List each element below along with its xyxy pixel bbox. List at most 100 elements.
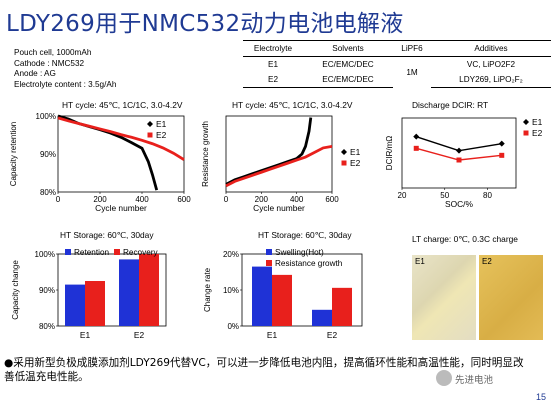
- legend-marker: [341, 149, 347, 155]
- data-point: [498, 140, 505, 147]
- cell-info-line: Electrolyte content : 3.5g/Ah: [14, 79, 117, 89]
- x-tick-label: E1: [267, 330, 278, 340]
- plot-frame: [225, 115, 333, 193]
- table-cell: E2: [243, 72, 303, 88]
- cell-info-line: Anode : AG: [14, 69, 56, 79]
- legend-label: Swelling(Hot): [275, 248, 324, 257]
- table-header: LiPF6: [393, 40, 431, 57]
- series-line-e2: [57, 116, 185, 161]
- x-tick-label: 80: [483, 191, 492, 200]
- x-tick-label: 200: [93, 195, 107, 204]
- legend-label: E2: [156, 130, 167, 140]
- series-line-e1: [57, 114, 159, 191]
- legend-label: Recovery: [123, 248, 158, 257]
- chart-title: HT Storage: 60℃, 30day: [60, 230, 154, 240]
- legend-marker: [523, 119, 529, 125]
- watermark: 先进电池: [455, 375, 494, 386]
- y-tick-label: 100%: [36, 112, 56, 121]
- y-tick-label: 80%: [40, 188, 56, 197]
- lt-charge-title: LT charge: 0℃, 0.3C charge: [412, 234, 518, 244]
- y-tick-label: 20%: [223, 250, 239, 259]
- bar-e1-0: [65, 284, 85, 326]
- chart-title: HT cycle: 45℃, 1C/1C, 3.0-4.2V: [62, 100, 183, 110]
- x-axis-label: Cycle number: [253, 203, 305, 213]
- x-axis-label: SOC/%: [445, 199, 473, 209]
- page-number: 15: [536, 392, 547, 402]
- legend-marker: [341, 160, 347, 166]
- bar-e2-0: [119, 259, 139, 326]
- legend-label: Retention: [74, 248, 109, 257]
- x-tick-label: 0: [56, 195, 61, 204]
- x-tick-label: 20: [398, 191, 407, 200]
- bar-e2-0: [312, 309, 332, 326]
- x-tick-label: 50: [440, 191, 449, 200]
- resistance-growth-chart: HT cycle: 45℃, 1C/1C, 3.0-4.2V 0 200 400 600…: [201, 100, 361, 213]
- legend-label: E1: [532, 117, 543, 127]
- cell-photo-e1: E1: [412, 255, 476, 340]
- bar-e1-1: [85, 281, 105, 326]
- y-tick-label: 0%: [227, 322, 239, 331]
- y-tick-label: 10%: [223, 286, 239, 295]
- x-tick-label: 600: [177, 195, 191, 204]
- legend-marker: [523, 130, 529, 136]
- y-tick-label: 80%: [39, 322, 55, 331]
- table-cell: VC, LiPO2F2: [466, 60, 516, 69]
- data-point: [456, 157, 462, 163]
- legend-marker: [114, 249, 120, 255]
- y-tick-label: 100%: [35, 250, 55, 259]
- bar-e1-0: [252, 266, 272, 326]
- plot-frame: [401, 117, 517, 189]
- photo-label: E2: [482, 257, 492, 266]
- chart-title: HT Storage: 60℃, 30day: [258, 230, 352, 240]
- x-tick-label: E2: [327, 330, 338, 340]
- table-header: Solvents: [303, 40, 393, 57]
- legend-marker: [65, 249, 71, 255]
- y-tick-label: 90%: [39, 286, 55, 295]
- page-title: LDY269用于NMC532动力电池电解液: [6, 11, 404, 37]
- table-cell: LDY269, LiPO₂F₂: [431, 72, 551, 88]
- table-cell: EC/EMC/DEC: [303, 72, 393, 88]
- electrolyte-table: Electrolyte Solvents LiPF6 Additives E1 …: [243, 40, 551, 88]
- photo-label: E1: [415, 257, 425, 266]
- chart-title: HT cycle: 45℃, 1C/1C, 3.0-4.2V: [232, 100, 353, 110]
- x-tick-label: 400: [290, 195, 304, 204]
- x-tick-label: 400: [135, 195, 149, 204]
- table-cell: EC/EMC/DEC: [322, 60, 374, 69]
- cell-info: Pouch cell, 1000mAh Cathode : NMC532 Ano…: [14, 48, 116, 90]
- capacity-retention-chart: HT cycle: 45℃, 1C/1C, 3.0-4.2V 0 200 400 600…: [9, 100, 191, 213]
- legend-marker: [266, 249, 272, 255]
- x-tick-label: E2: [134, 330, 145, 340]
- wechat-icon: [436, 370, 452, 386]
- capacity-change-chart: HT Storage: 60℃, 30day 80% 90% 100% Capacity…: [11, 230, 167, 340]
- cell-info-line: Pouch cell, 1000mAh: [14, 48, 92, 57]
- table-cell: 1M: [406, 67, 418, 77]
- legend-label: E2: [532, 128, 543, 138]
- data-point: [413, 145, 419, 151]
- y-axis-label: Capacity change: [11, 260, 20, 320]
- series-line-e2: [225, 145, 333, 188]
- x-axis-label: Cycle number: [95, 203, 147, 213]
- data-point: [499, 152, 505, 158]
- legend-label: Resistance growth: [275, 259, 343, 268]
- cell-photo-e2: E2: [479, 255, 543, 340]
- change-rate-chart: HT Storage: 60℃, 30day 0% 10% 20% Change rat…: [203, 230, 363, 340]
- legend-label: E2: [350, 158, 361, 168]
- table-header-row: Electrolyte Solvents LiPF6 Additives: [243, 40, 551, 57]
- data-point: [456, 147, 462, 154]
- conclusion-text: ●采用新型负极成膜添加剂LDY269代替VC，可以进一步降低电池内阻，提高循环性…: [4, 357, 524, 383]
- bar-e1-1: [272, 274, 292, 326]
- y-axis-label: DCIR/mΩ: [385, 136, 394, 170]
- chart-title: Discharge DCIR: RT: [412, 100, 488, 110]
- y-axis-label: Capacity retention: [9, 122, 18, 186]
- x-tick-label: 200: [255, 195, 269, 204]
- bar-e2-1: [139, 254, 159, 326]
- table-header: Electrolyte: [243, 40, 303, 57]
- cell-info-line: Cathode : NMC532: [14, 58, 85, 68]
- legend-marker: [147, 121, 153, 127]
- legend-label: E1: [350, 147, 361, 157]
- bar-e2-1: [332, 287, 352, 326]
- legend-marker: [147, 132, 153, 138]
- x-tick-label: 600: [325, 195, 339, 204]
